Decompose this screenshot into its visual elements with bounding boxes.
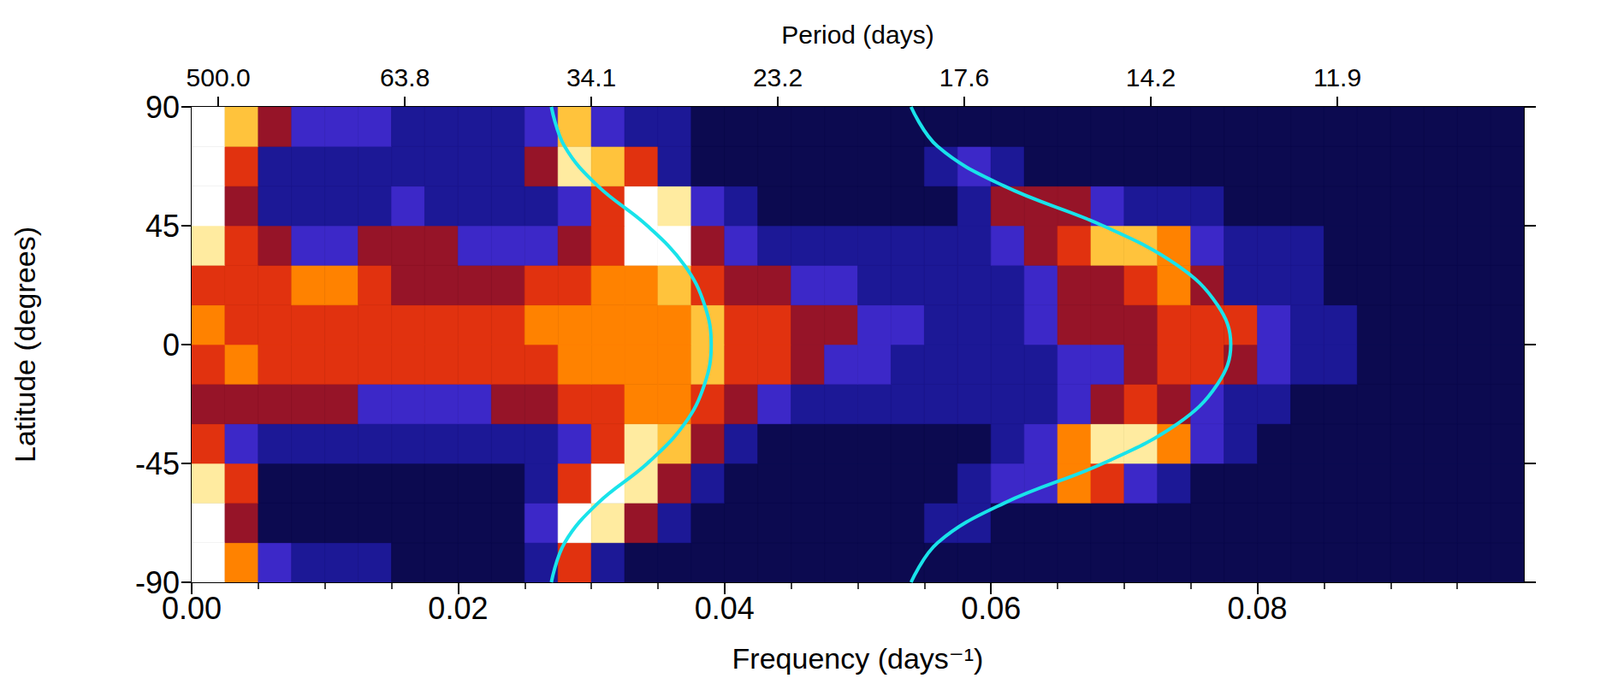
svg-text:0.02: 0.02 (427, 591, 488, 627)
svg-text:90: 90 (145, 89, 180, 125)
svg-text:0.00: 0.00 (161, 591, 222, 627)
svg-text:17.6: 17.6 (939, 63, 990, 92)
svg-text:0.04: 0.04 (694, 591, 755, 627)
svg-text:11.9: 11.9 (1313, 63, 1362, 92)
svg-text:-45: -45 (135, 446, 180, 482)
svg-text:45: 45 (145, 208, 180, 244)
svg-text:34.1: 34.1 (566, 63, 617, 92)
svg-text:Frequency (days⁻¹): Frequency (days⁻¹) (732, 642, 984, 676)
svg-text:23.2: 23.2 (752, 63, 803, 92)
svg-text:Latitude (degrees): Latitude (degrees) (8, 226, 42, 463)
svg-text:63.8: 63.8 (379, 63, 430, 92)
svg-text:Period (days): Period (days) (781, 20, 934, 49)
svg-text:500.0: 500.0 (186, 63, 251, 92)
svg-text:14.2: 14.2 (1125, 63, 1176, 92)
svg-text:-90: -90 (135, 565, 180, 601)
svg-text:0.08: 0.08 (1227, 591, 1288, 627)
svg-text:0.06: 0.06 (960, 591, 1021, 627)
svg-text:0: 0 (162, 327, 180, 363)
